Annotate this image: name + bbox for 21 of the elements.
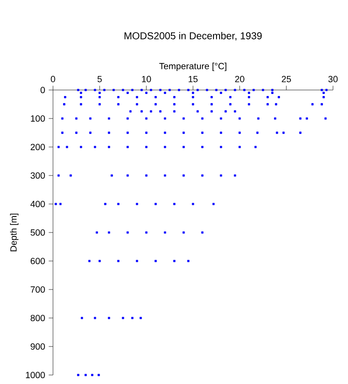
chart-title: MODS2005 in December, 1939 — [124, 32, 262, 41]
x-tick-label: 0 — [50, 76, 56, 82]
y-axis-title: Depth [m] — [10, 214, 18, 252]
y-tick-label: 1000 — [26, 372, 45, 378]
x-tick-label: 20 — [235, 76, 244, 82]
y-tick-label: 300 — [30, 172, 45, 179]
y-tick-label: 900 — [30, 343, 45, 350]
y-tick-label: 500 — [30, 229, 45, 236]
y-tick-label: 800 — [30, 314, 45, 322]
x-tick-label: 5 — [98, 76, 102, 82]
x-tick-label: 30 — [328, 76, 338, 82]
x-tick-label: 10 — [142, 76, 151, 82]
y-tick-label: 100 — [30, 115, 45, 122]
y-tick-label: 200 — [30, 144, 45, 150]
y-tick-label: 600 — [30, 258, 45, 264]
y-tick-label: 400 — [30, 200, 45, 208]
x-tick-label: 25 — [282, 76, 291, 82]
x-axis-title: Temperature [°C] — [159, 62, 226, 72]
y-tick-label: 0 — [40, 86, 45, 94]
x-tick-label: 15 — [188, 76, 198, 82]
y-tick-label: 700 — [30, 286, 45, 293]
